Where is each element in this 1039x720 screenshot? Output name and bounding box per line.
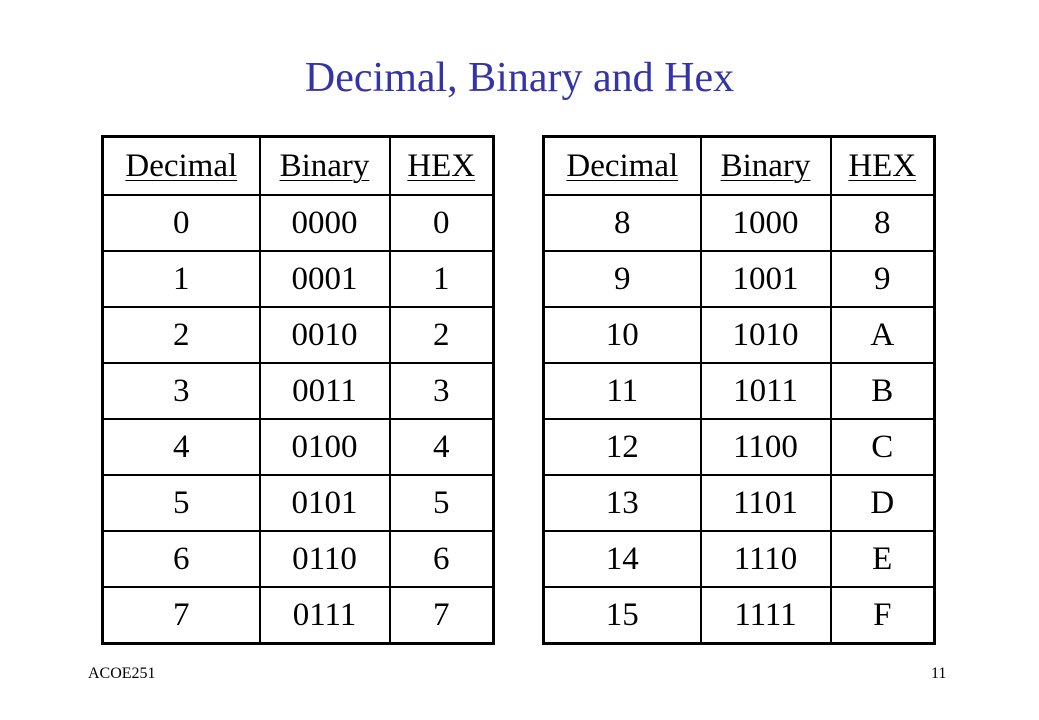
cell-decimal: 4 [101,418,261,476]
table-row: 10 1010 A [542,306,936,364]
cell-decimal: 13 [542,474,702,532]
cell-decimal: 6 [101,530,261,588]
table-row: 6 0110 6 [101,530,495,588]
header-decimal: Decimal [542,135,702,196]
footer-course-code: ACOE251 [88,665,156,682]
cell-binary: 1010 [699,306,832,364]
table-header-row: Decimal Binary HEX [101,135,495,196]
cell-hex: 9 [829,250,936,308]
cell-decimal: 7 [101,586,261,645]
header-hex: HEX [829,135,936,196]
header-binary: Binary [258,135,391,196]
cell-hex: D [829,474,936,532]
cell-binary: 0011 [258,362,391,420]
cell-decimal: 14 [542,530,702,588]
cell-hex: B [829,362,936,420]
table-header-row: Decimal Binary HEX [542,135,936,196]
cell-binary: 0000 [258,194,391,252]
cell-hex: C [829,418,936,476]
cell-binary: 1000 [699,194,832,252]
cell-binary: 1111 [699,586,832,645]
table-row: 4 0100 4 [101,418,495,476]
cell-hex: 6 [388,530,495,588]
table-row: 13 1101 D [542,474,936,532]
conversion-table-right: Decimal Binary HEX 8 1000 8 9 1001 9 10 … [542,135,936,645]
cell-hex: 8 [829,194,936,252]
table-row: 15 1111 F [542,586,936,645]
cell-binary: 0111 [258,586,391,645]
cell-binary: 0010 [258,306,391,364]
cell-decimal: 9 [542,250,702,308]
header-hex: HEX [388,135,495,196]
table-row: 2 0010 2 [101,306,495,364]
cell-binary: 0001 [258,250,391,308]
cell-hex: 1 [388,250,495,308]
cell-binary: 1011 [699,362,832,420]
cell-hex: A [829,306,936,364]
cell-binary: 1100 [699,418,832,476]
cell-binary: 1101 [699,474,832,532]
cell-hex: 3 [388,362,495,420]
cell-binary: 0110 [258,530,391,588]
cell-hex: E [829,530,936,588]
cell-decimal: 8 [542,194,702,252]
table-row: 14 1110 E [542,530,936,588]
conversion-table-left: Decimal Binary HEX 0 0000 0 1 0001 1 2 0… [101,135,495,645]
cell-hex: 5 [388,474,495,532]
header-binary: Binary [699,135,832,196]
cell-binary: 1001 [699,250,832,308]
table-row: 9 1001 9 [542,250,936,308]
table-row: 8 1000 8 [542,194,936,252]
cell-decimal: 3 [101,362,261,420]
cell-decimal: 12 [542,418,702,476]
cell-decimal: 11 [542,362,702,420]
table-row: 7 0111 7 [101,586,495,645]
cell-decimal: 5 [101,474,261,532]
cell-binary: 1110 [699,530,832,588]
table-row: 5 0101 5 [101,474,495,532]
cell-hex: 7 [388,586,495,645]
cell-hex: 0 [388,194,495,252]
cell-hex: 2 [388,306,495,364]
cell-hex: 4 [388,418,495,476]
cell-decimal: 1 [101,250,261,308]
cell-decimal: 0 [101,194,261,252]
table-row: 0 0000 0 [101,194,495,252]
cell-binary: 0101 [258,474,391,532]
cell-hex: F [829,586,936,645]
cell-decimal: 15 [542,586,702,645]
cell-decimal: 2 [101,306,261,364]
table-row: 11 1011 B [542,362,936,420]
cell-binary: 0100 [258,418,391,476]
table-row: 12 1100 C [542,418,936,476]
footer-page-number: 11 [931,665,947,682]
header-decimal: Decimal [101,135,261,196]
cell-decimal: 10 [542,306,702,364]
slide-title: Decimal, Binary and Hex [304,55,735,101]
table-row: 3 0011 3 [101,362,495,420]
table-row: 1 0001 1 [101,250,495,308]
